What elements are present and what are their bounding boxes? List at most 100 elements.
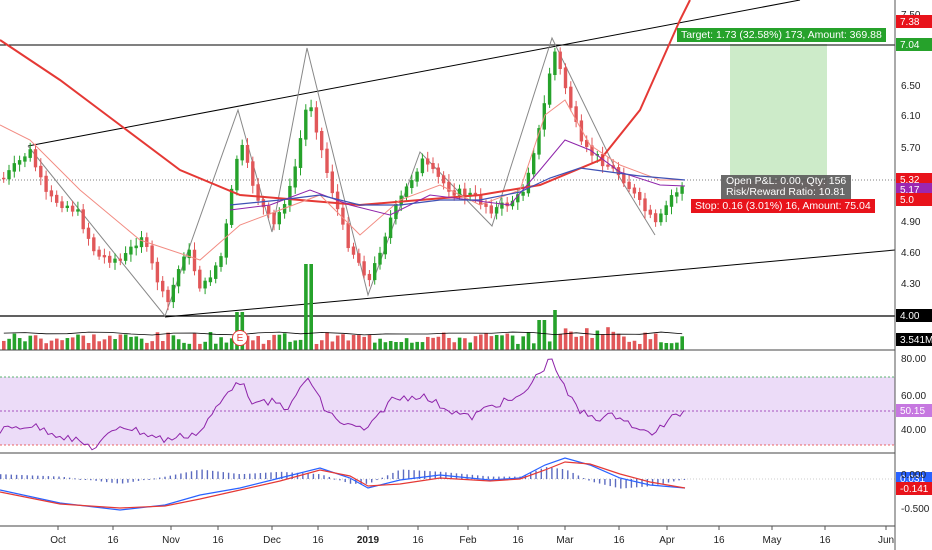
axis-tick-label: 5.70 bbox=[901, 143, 921, 154]
macd-hist-bar bbox=[100, 479, 103, 482]
candle-body bbox=[537, 128, 541, 155]
volume-bar bbox=[282, 333, 287, 350]
volume-bar bbox=[415, 341, 419, 350]
volume-bar bbox=[134, 336, 139, 350]
time-axis[interactable]: Oct 16 Nov 16 Dec 16 2019 16 Feb 16 Mar 16 Apr 16 May 1… bbox=[50, 526, 894, 546]
macd-line bbox=[0, 457, 686, 511]
macd-hist-bar bbox=[371, 479, 373, 483]
candle-body bbox=[235, 158, 239, 191]
candle-body bbox=[86, 227, 91, 239]
macd-hist-bar bbox=[31, 475, 34, 479]
macd-hist-bar bbox=[424, 470, 426, 479]
candle-body bbox=[192, 249, 197, 272]
volume-bar bbox=[622, 336, 626, 350]
volume-bar bbox=[643, 332, 647, 350]
axis-tick-label: 40.00 bbox=[901, 425, 926, 436]
time-tick-label: Jun bbox=[878, 535, 894, 546]
macd-hist-bar bbox=[201, 469, 203, 479]
volume-bar bbox=[431, 337, 435, 350]
macd-hist-bar bbox=[572, 472, 574, 479]
macd-hist-bar bbox=[625, 479, 627, 489]
volume-bar bbox=[341, 334, 345, 350]
axis-tick-label: 4.60 bbox=[901, 248, 921, 259]
volume-bar bbox=[108, 335, 112, 350]
volume-bar bbox=[653, 333, 658, 350]
volume-bar bbox=[219, 337, 223, 350]
time-tick-label: 16 bbox=[713, 535, 725, 546]
candle-body bbox=[33, 149, 38, 168]
volume-bar bbox=[23, 341, 27, 350]
volume-bar bbox=[484, 333, 488, 350]
candle-body bbox=[431, 163, 435, 170]
volume-bar bbox=[60, 340, 64, 350]
candle-body bbox=[55, 194, 59, 203]
volume-bar bbox=[65, 338, 70, 350]
macd-hist-bar bbox=[95, 479, 97, 481]
macd-hist-bar bbox=[47, 476, 50, 479]
volume-bar bbox=[595, 330, 600, 350]
stop-label[interactable]: Stop: 0.16 (3.01%) 16, Amount: 75.04 bbox=[691, 199, 875, 213]
candle-body bbox=[484, 203, 488, 207]
short-moving-average bbox=[0, 99, 685, 261]
candle-body bbox=[203, 280, 207, 289]
candle-body bbox=[76, 209, 80, 212]
macd-hist-bar bbox=[636, 479, 638, 488]
macd-hist-bar bbox=[556, 468, 558, 479]
macd-hist-bar bbox=[68, 477, 71, 479]
volume-bar bbox=[616, 333, 621, 350]
macd-hist-bar bbox=[508, 476, 511, 479]
candle-body bbox=[373, 263, 377, 281]
macd-hist-bar bbox=[662, 479, 664, 484]
volume-bar bbox=[17, 338, 22, 350]
target-label[interactable]: Target: 1.73 (32.58%) 173, Amount: 369.8… bbox=[677, 28, 886, 42]
candle-body bbox=[240, 144, 244, 161]
candle-body bbox=[261, 199, 266, 208]
volume-bar bbox=[330, 341, 335, 350]
time-tick-label: Mar bbox=[556, 535, 574, 546]
lower-trendline[interactable] bbox=[164, 249, 896, 318]
price-tag-label: 3.541M bbox=[900, 335, 932, 346]
macd-hist-bar bbox=[37, 475, 39, 479]
pnl-label[interactable]: Open P&L: 0.00, Qty: 156 Risk/Reward Rat… bbox=[721, 175, 852, 199]
axis-tick-label: 6.10 bbox=[901, 111, 921, 122]
candle-body bbox=[272, 212, 276, 225]
macd-hist-bar bbox=[667, 479, 670, 483]
macd-hist-bar bbox=[482, 475, 484, 479]
candle-body bbox=[330, 171, 334, 194]
volume-bar bbox=[267, 340, 271, 350]
macd-hist-bar bbox=[328, 476, 330, 479]
candle-body bbox=[532, 153, 536, 175]
volume-bar bbox=[675, 342, 679, 350]
volume-bar bbox=[245, 335, 250, 350]
blue-moving-average bbox=[229, 167, 686, 206]
volume-bar bbox=[383, 342, 388, 350]
volume-bar bbox=[447, 337, 451, 350]
volume-bar bbox=[558, 333, 563, 350]
macd-axis[interactable]: 0.000 -0.500 bbox=[901, 470, 930, 515]
macd-hist-bar bbox=[492, 476, 495, 479]
macd-hist-bar bbox=[466, 474, 468, 479]
volume-bar bbox=[224, 342, 229, 350]
rsi-axis[interactable]: 80.00 60.00 40.00 bbox=[901, 354, 926, 436]
macd-hist-bar bbox=[265, 472, 267, 479]
volume-bar bbox=[102, 339, 107, 350]
volume-bar bbox=[55, 338, 59, 350]
axis-tick-label: 4.30 bbox=[901, 279, 921, 290]
volume-bar bbox=[129, 336, 133, 350]
volume-bar bbox=[145, 342, 149, 350]
volume-bar bbox=[394, 342, 398, 350]
macd-hist-bar bbox=[42, 475, 44, 479]
candle-body bbox=[669, 195, 674, 207]
price-axis[interactable]: 7.506.506.105.704.904.604.30 bbox=[901, 10, 921, 290]
macd-hist-bar bbox=[53, 476, 55, 479]
volume-bars bbox=[2, 264, 684, 350]
candle-body bbox=[81, 209, 85, 230]
macd-hist-bar bbox=[614, 479, 617, 488]
earnings-marker[interactable]: E bbox=[232, 330, 248, 346]
candle-body bbox=[298, 138, 303, 168]
macd-hist-bar bbox=[259, 473, 262, 479]
upper-trendline[interactable] bbox=[27, 0, 801, 147]
macd-hist-bar bbox=[26, 475, 28, 479]
macd-hist-bar bbox=[164, 476, 166, 479]
